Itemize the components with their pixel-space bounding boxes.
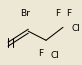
Text: F: F xyxy=(38,49,43,58)
Text: Br: Br xyxy=(20,9,30,17)
Text: F: F xyxy=(56,9,61,17)
Text: F: F xyxy=(66,9,71,17)
Text: Cl: Cl xyxy=(51,51,60,60)
Text: Cl: Cl xyxy=(71,24,80,33)
